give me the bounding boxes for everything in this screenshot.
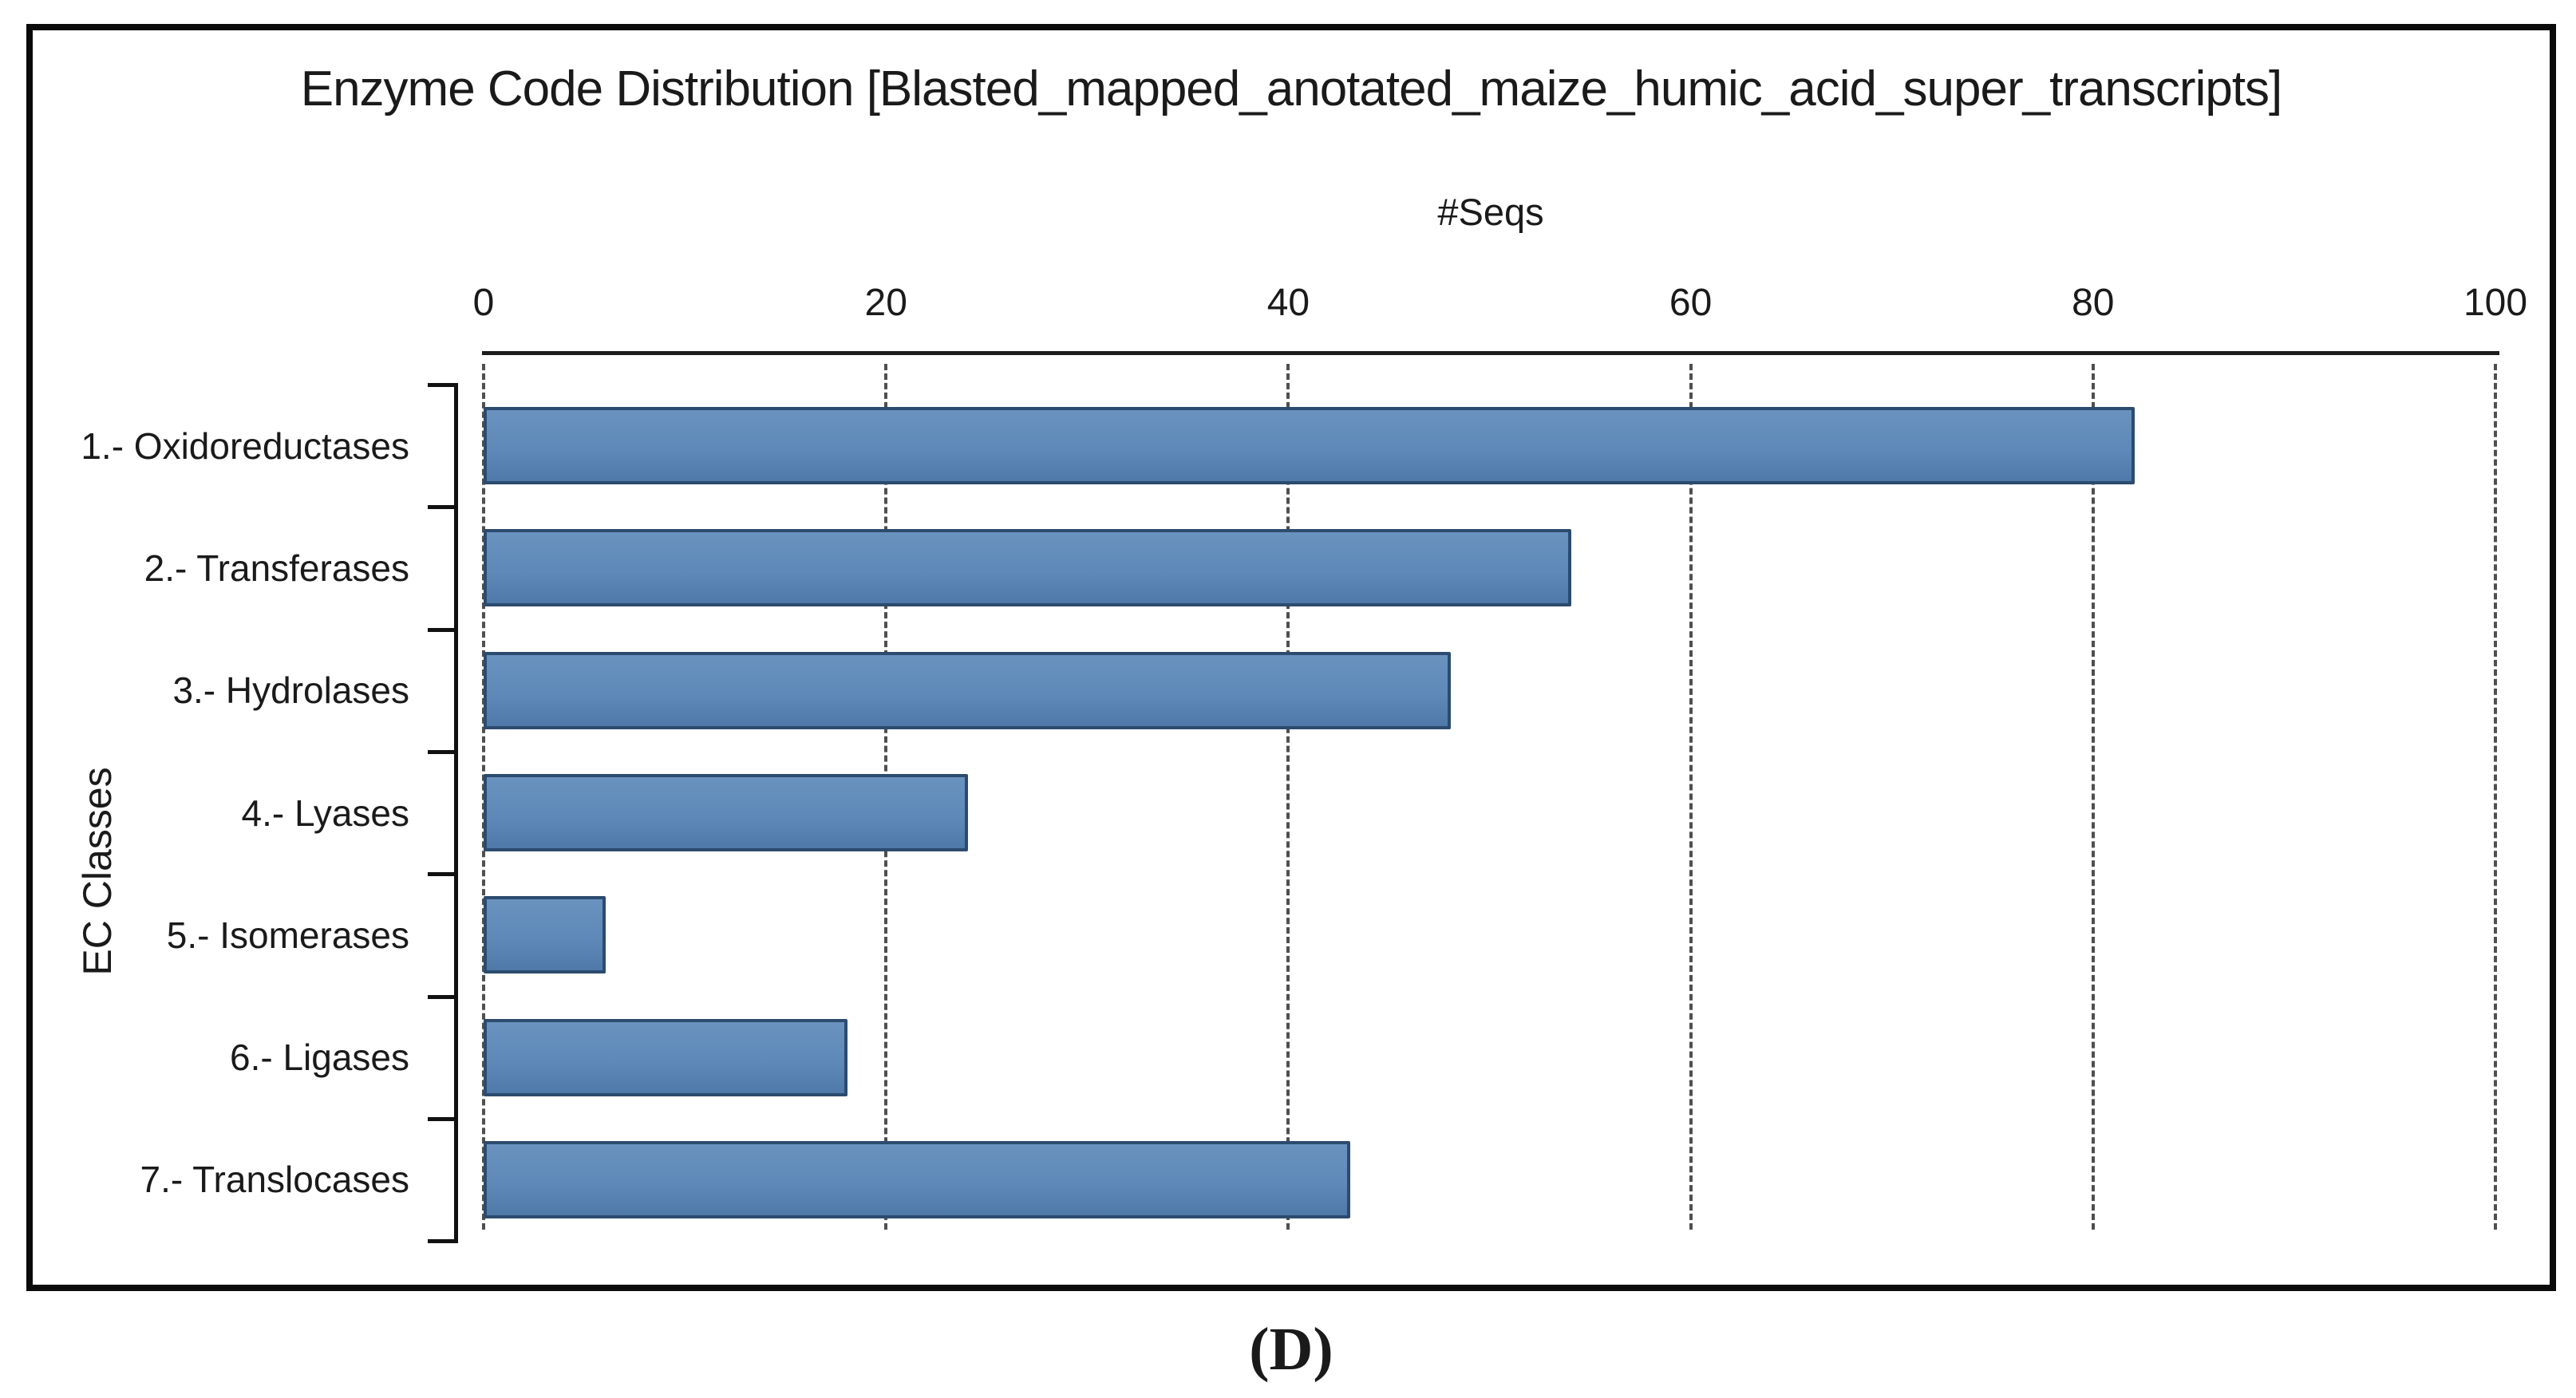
bar-row-5 [484,896,606,974]
bar-row-6 [484,1018,847,1096]
category-label-6: 6.- Ligases [229,1037,409,1079]
category-label-5: 5.- Isomerases [166,914,409,956]
y-axis-tick-3 [428,749,458,754]
x-tick-label-20: 20 [864,282,907,324]
bar-row-7 [484,1140,1351,1218]
x-tick-label-0: 0 [472,282,495,324]
y-axis-tick-4 [428,872,458,877]
x-axis-line [482,351,2499,355]
y-axis-tick-5 [428,994,458,999]
category-label-7: 7.- Translocases [140,1159,409,1201]
bar-row-1 [484,407,2135,484]
panel-caption: (D) [1249,1316,1333,1383]
x-tick-label-40: 40 [1266,282,1310,324]
category-label-2: 2.- Transferases [144,547,409,589]
y-axis-tick-0 [428,383,458,387]
x-tick-label-60: 60 [1669,282,1713,324]
bar-row-3 [484,651,1452,729]
y-axis-tick-6 [428,1116,458,1121]
x-tick-label-80: 80 [2072,282,2115,324]
y-axis-tick-7 [428,1239,458,1244]
gridline-x-40 [1286,364,1290,1230]
x-axis-title: #Seqs [1437,191,1544,233]
gridline-x-80 [2091,364,2095,1230]
gridline-x-60 [1689,364,1693,1230]
category-label-3: 3.- Hydrolases [172,669,409,712]
bar-row-4 [484,773,969,851]
y-axis-line [454,385,458,1241]
y-axis-tick-2 [428,627,458,632]
category-label-4: 4.- Lyases [241,792,409,834]
gridline-x-100 [2494,364,2497,1230]
bar-row-2 [484,529,1572,607]
y-axis-title: EC Classes [75,767,120,976]
chart-title: Enzyme Code Distribution [Blasted_mapped… [300,61,2283,116]
y-axis-tick-1 [428,505,458,510]
category-label-1: 1.- Oxidoreductases [81,425,409,467]
x-tick-label-100: 100 [2463,282,2528,324]
